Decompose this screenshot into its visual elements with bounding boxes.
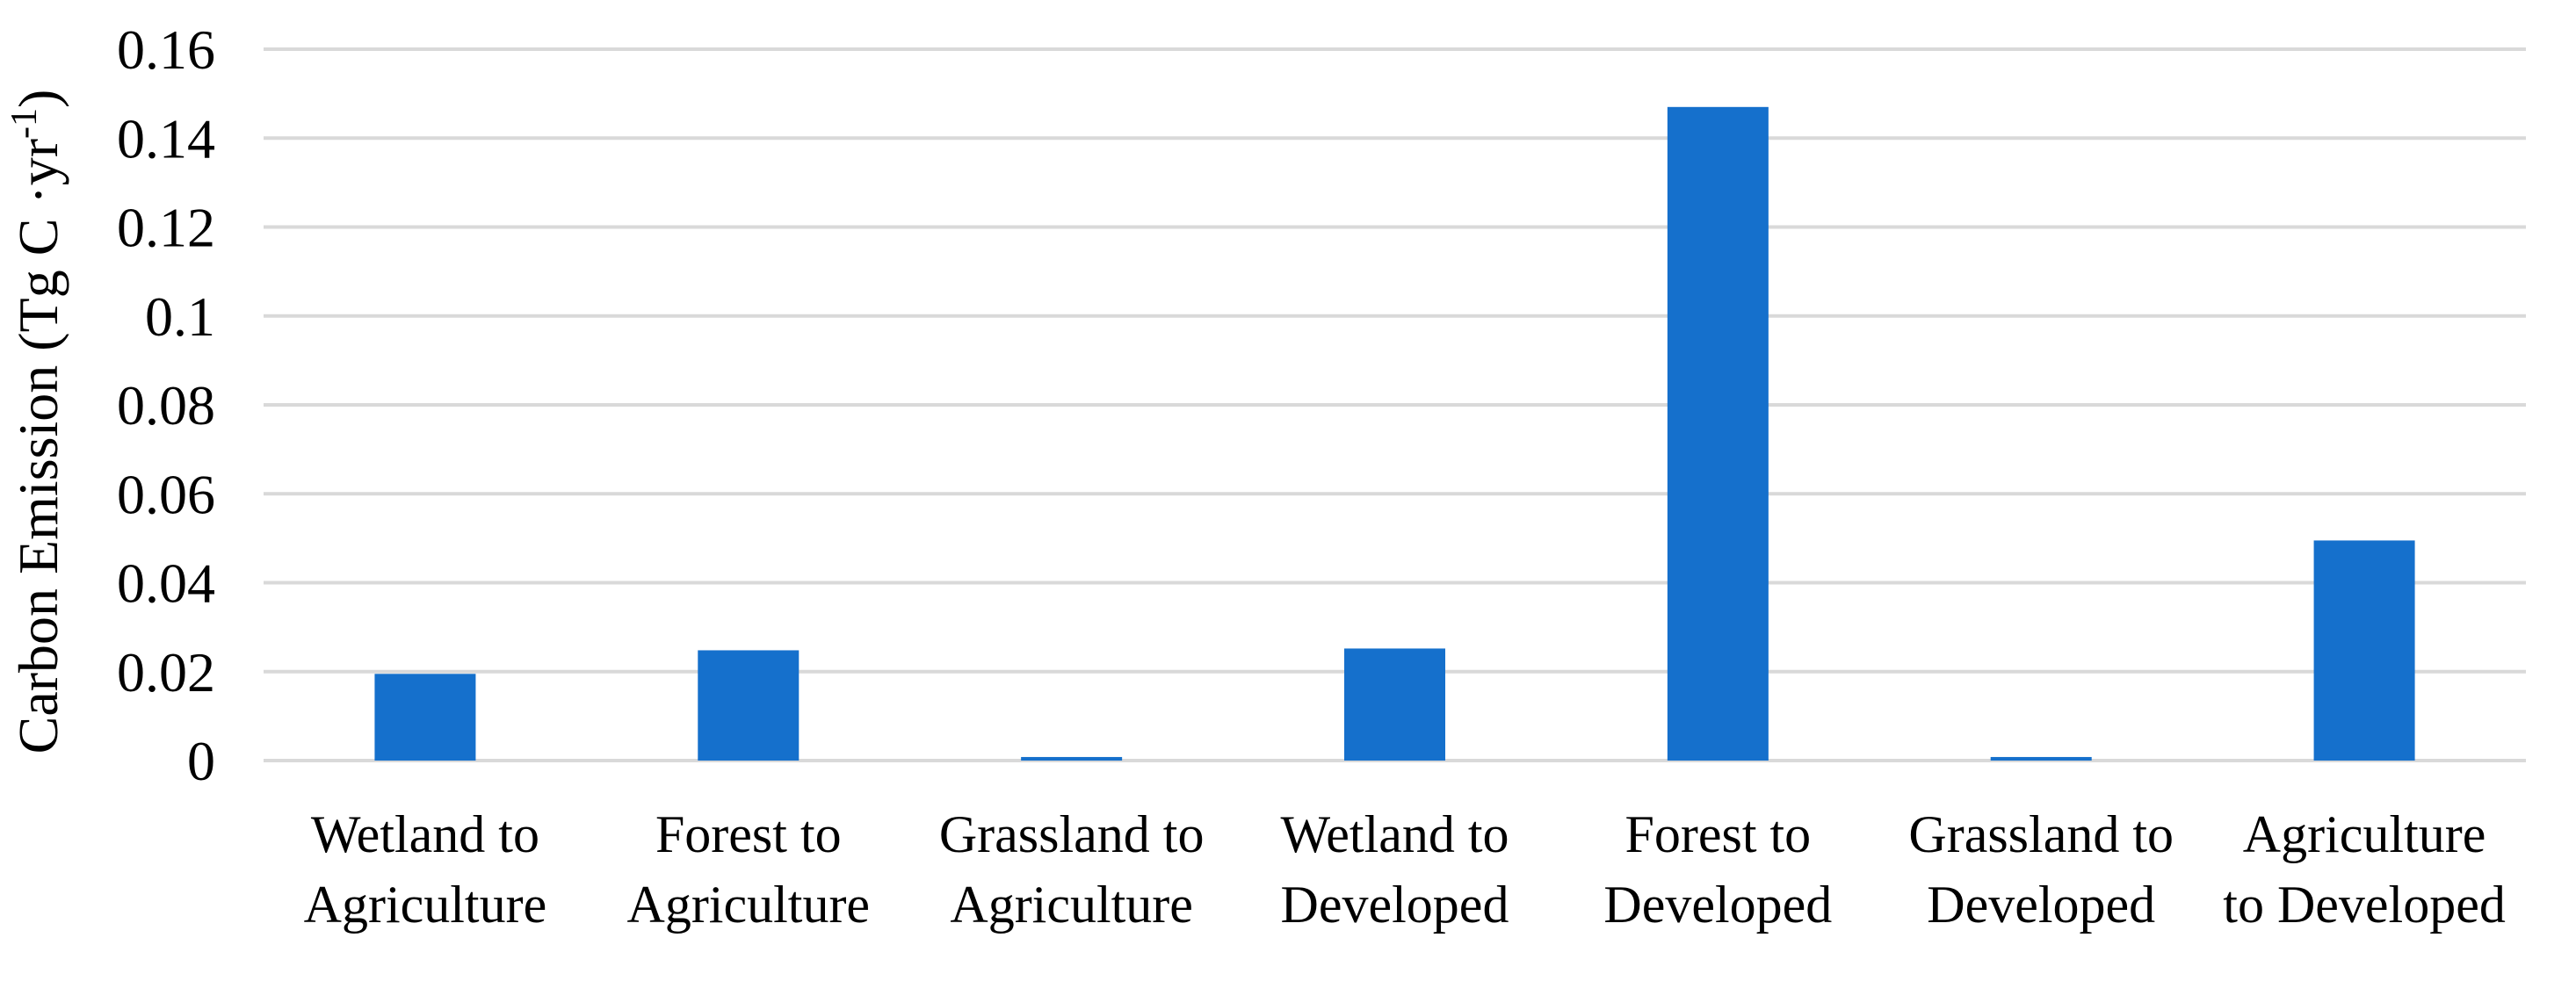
x-tick-label-line: Agriculture xyxy=(2243,805,2486,863)
y-tick-label: 0.1 xyxy=(145,285,215,348)
y-tick-label: 0 xyxy=(187,730,215,792)
bar xyxy=(374,674,476,761)
y-axis-label: Carbon Emission (Tg C ·yr-1) xyxy=(4,90,69,754)
x-tick-label-line: Wetland to xyxy=(311,805,539,863)
bars xyxy=(374,106,2415,761)
y-tick-labels: 0 0.02 0.04 0.06 0.08 0.1 0.12 0.14 0.16 xyxy=(117,18,215,792)
x-tick-label-line: Grassland to xyxy=(1908,805,2174,863)
bar xyxy=(1667,106,1769,761)
x-tick-label-line: Developed xyxy=(1281,876,1509,934)
x-tick-labels: Wetland to Agriculture Forest to Agricultur… xyxy=(304,805,2506,934)
x-tick-label-line: Agriculture xyxy=(304,876,547,934)
x-tick-label: Grassland to Agriculture xyxy=(939,805,1205,934)
x-tick-label-line: Agriculture xyxy=(950,876,1193,934)
bar xyxy=(698,650,800,761)
x-tick-label: Wetland to Agriculture xyxy=(304,805,547,934)
y-tick-label: 0.04 xyxy=(117,552,215,615)
x-tick-label-line: Agriculture xyxy=(627,876,871,934)
bar xyxy=(1021,756,1123,761)
bar xyxy=(1990,756,2092,761)
x-tick-label-line: Grassland to xyxy=(939,805,1205,863)
y-axis-label-superscript: -1 xyxy=(4,108,45,139)
y-tick-label: 0.06 xyxy=(117,463,215,525)
bar xyxy=(2313,540,2415,761)
x-tick-label: Grassland to Developed xyxy=(1908,805,2174,934)
x-tick-label: Forest to Agriculture xyxy=(627,805,871,934)
y-tick-label: 0.16 xyxy=(117,18,215,81)
x-tick-label-line: Forest to xyxy=(655,805,842,863)
y-axis-label-suffix: ) xyxy=(7,90,69,108)
gridlines xyxy=(264,47,2526,762)
x-tick-label: Agriculture to Developed xyxy=(2223,805,2506,934)
y-axis-label-text: Carbon Emission (Tg C ·yr xyxy=(7,139,69,754)
x-tick-label-line: Forest to xyxy=(1625,805,1812,863)
bar xyxy=(1344,648,1445,761)
x-tick-label-line: Developed xyxy=(1927,876,2155,934)
y-tick-label: 0.14 xyxy=(117,107,215,170)
y-tick-label: 0.08 xyxy=(117,374,215,436)
x-tick-label-line: to Developed xyxy=(2223,876,2506,934)
x-tick-label-line: Wetland to xyxy=(1280,805,1509,863)
y-tick-label: 0.12 xyxy=(117,197,215,259)
y-tick-label: 0.02 xyxy=(117,641,215,703)
x-tick-label-line: Developed xyxy=(1603,876,1832,934)
x-tick-label: Forest to Developed xyxy=(1603,805,1832,934)
x-tick-label: Wetland to Developed xyxy=(1280,805,1509,934)
